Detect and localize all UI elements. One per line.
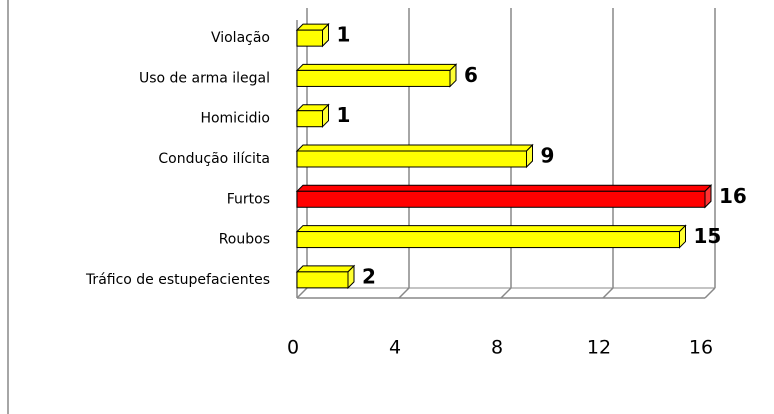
data-label: 9 — [541, 144, 555, 168]
data-label: 2 — [362, 264, 376, 288]
y-tick-label: Tráfico de estupefacientes — [85, 272, 270, 288]
bar — [296, 29, 323, 47]
bar — [296, 231, 680, 249]
grid-line — [500, 287, 512, 299]
data-label: 1 — [337, 103, 351, 127]
bar — [296, 69, 451, 87]
bar-top — [295, 184, 713, 192]
grid-line — [602, 287, 614, 299]
bar-top — [295, 225, 687, 233]
data-label: 16 — [719, 184, 747, 208]
grid-line — [398, 287, 410, 299]
data-label: 1 — [337, 23, 351, 47]
x-tick-label: 16 — [689, 337, 713, 359]
x-tick-label: 0 — [287, 337, 299, 359]
bar — [296, 110, 323, 128]
y-tick-label: Uso de arma ilegal — [139, 70, 270, 86]
bar-top — [295, 144, 534, 152]
y-tick-label: Homicidio — [200, 111, 270, 127]
x-tick-label: 8 — [491, 337, 503, 359]
bar — [296, 150, 527, 168]
y-tick-label: Condução ilícita — [158, 151, 270, 167]
data-label: 15 — [694, 224, 722, 248]
bar — [296, 271, 349, 289]
y-tick-label: Furtos — [227, 191, 270, 207]
x-tick-label: 4 — [389, 337, 401, 359]
data-label: 6 — [464, 63, 478, 87]
bar-top — [295, 63, 458, 71]
y-tick-label: Violação — [211, 30, 270, 46]
x-tick-label: 12 — [587, 337, 611, 359]
grid-line — [296, 287, 308, 299]
grid-line — [704, 287, 716, 299]
y-tick-label: Roubos — [219, 232, 270, 248]
bar-top — [295, 265, 356, 273]
bar — [296, 190, 706, 208]
